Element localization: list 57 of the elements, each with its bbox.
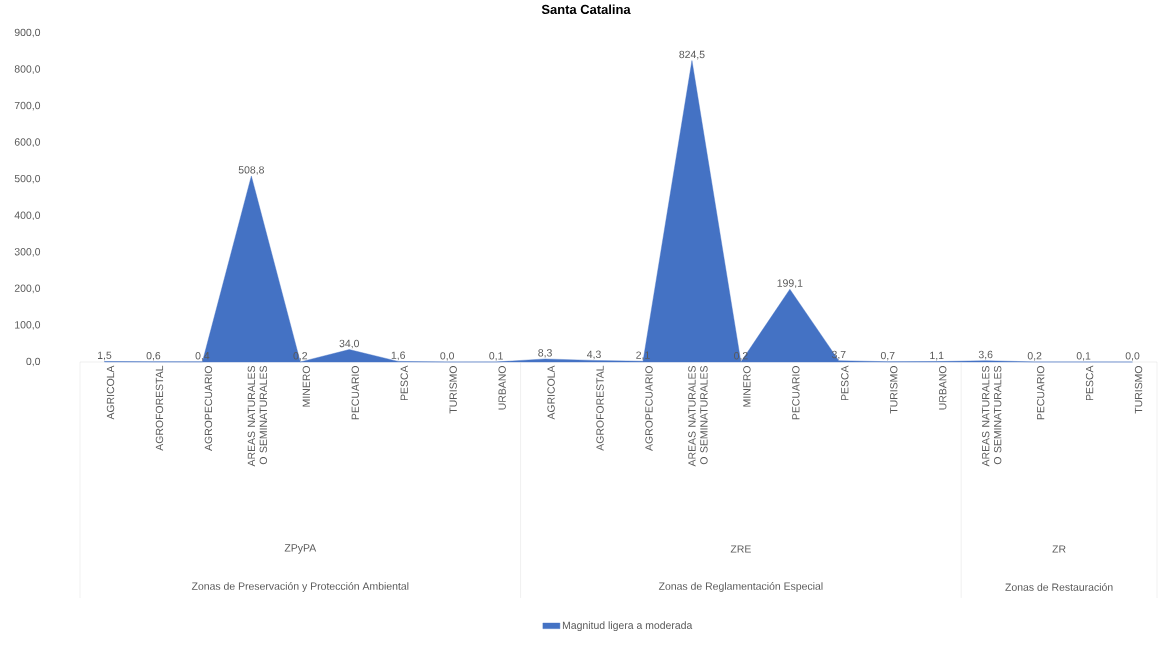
data-label: 0,0	[1125, 352, 1140, 361]
x-tick-label: AGROPECUARIO	[204, 366, 213, 451]
data-label: 1,6	[391, 351, 406, 361]
x-tick-label: AREAS NATURALES O SEMINATURALES	[981, 365, 1002, 467]
y-tick-label: 900,0	[14, 28, 41, 38]
x-tick-label: AGRICOLA	[106, 365, 115, 420]
y-tick-label: 200,0	[14, 284, 41, 294]
data-label: 1,1	[930, 351, 944, 361]
data-label: 4,3	[587, 350, 601, 360]
x-tick-label: PECUARIO	[1036, 366, 1045, 420]
data-label: 508,8	[238, 166, 264, 175]
x-tick-label: TURISMO	[890, 366, 898, 414]
data-label: 1,5	[98, 351, 112, 361]
data-label: 824,5	[679, 50, 705, 60]
data-label: 3,6	[978, 350, 993, 360]
x-tick-label: AGRICOLA	[547, 365, 555, 420]
text: Zonas de Preservación y Protección Ambiental	[191, 582, 409, 592]
y-tick-label: 400,0	[14, 211, 41, 221]
x-tick-label: PECUARIO	[351, 366, 359, 420]
data-label: 0,7	[880, 351, 895, 361]
text: ZRE	[730, 545, 751, 553]
x-tick-label: TURISMO	[1134, 366, 1143, 414]
x-tick-label: PECUARIO	[792, 366, 800, 420]
x-tick-label: AGROFORESTAL	[155, 365, 164, 451]
x-tick-label: MINERO	[743, 366, 751, 407]
legend-label: Magnitud ligera a moderada	[562, 621, 693, 632]
data-label: 0,2	[1027, 352, 1042, 361]
data-label: 0,1	[489, 352, 503, 361]
text: Zonas de Restauración	[1005, 583, 1113, 591]
x-tick-label: PESCA	[1085, 365, 1094, 401]
x-tick-label: PESCA	[841, 365, 849, 401]
text: ZPyPA	[284, 544, 317, 554]
chart-title: Santa Catalina	[541, 4, 631, 15]
data-label: 34,0	[339, 339, 360, 349]
x-tick-label: AREAS NATURALES O SEMINATURALES	[247, 365, 268, 467]
x-tick-label: AGROPECUARIO	[645, 366, 653, 451]
text: ZR	[1052, 545, 1066, 553]
x-tick-label: MINERO	[302, 366, 311, 407]
x-tick-label: AGROFORESTAL	[596, 365, 604, 451]
x-tick-label: AREAS NATURALES O SEMINATURALES	[688, 365, 708, 467]
data-label: 0,1	[1076, 352, 1091, 361]
data-label: 199,1	[777, 279, 803, 289]
y-tick-label: 300,0	[14, 248, 41, 257]
y-tick-label: 800,0	[14, 65, 41, 74]
y-tick-label: 500,0	[14, 174, 41, 184]
data-label: 8,3	[538, 349, 552, 358]
y-tick-label: 600,0	[14, 138, 41, 147]
y-tick-label: 700,0	[14, 101, 41, 111]
data-label: 0,0	[440, 352, 455, 361]
x-tick-label: URBANO	[498, 366, 506, 410]
y-tick-label: 100,0	[15, 321, 41, 330]
text: Zonas de Reglamentación Especial	[658, 582, 823, 592]
x-tick-label: PESCA	[400, 365, 408, 401]
y-tick-label: 0,0	[26, 357, 41, 367]
data-label: 0,6	[146, 351, 161, 361]
x-tick-label: TURISMO	[449, 366, 457, 414]
x-tick-label: URBANO	[939, 366, 947, 410]
